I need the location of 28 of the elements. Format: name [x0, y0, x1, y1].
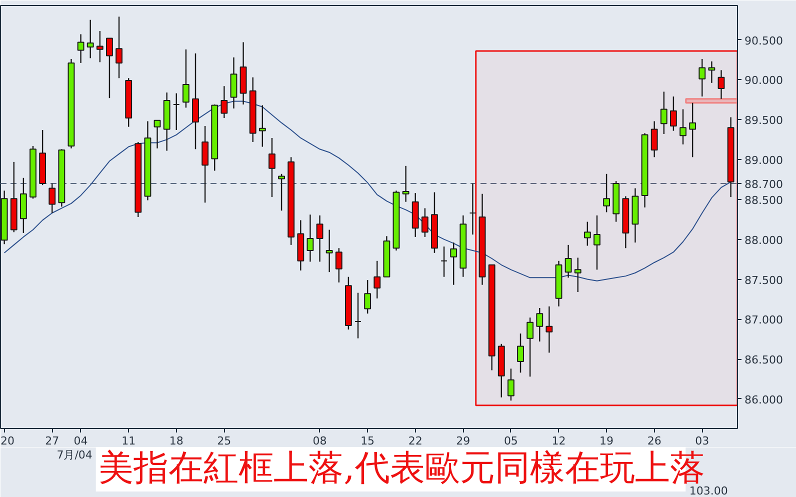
x-tick-label: 27: [45, 434, 60, 448]
y-tick-label: 89.000: [744, 154, 783, 168]
x-tick-label: 11: [122, 434, 136, 448]
x-tick-label: 08: [312, 434, 327, 448]
text: 103.00: [689, 484, 728, 497]
y-tick-label: 90.500: [744, 34, 783, 48]
text: 7月/04: [56, 448, 92, 462]
x-tick-label: 04: [74, 434, 88, 448]
ref-line-label: 88.700: [744, 178, 783, 191]
x-tick-label: 03: [695, 434, 710, 448]
x-tick-label: 20: [0, 434, 14, 448]
y-tick-label: 86.500: [744, 354, 783, 367]
y-tick-label: 89.500: [744, 114, 783, 128]
x-tick-label: 26: [647, 434, 662, 448]
x-tick-label: 19: [600, 434, 614, 448]
y-tick-label: 90.000: [744, 74, 783, 88]
y-tick-label: 87.500: [744, 274, 783, 287]
x-tick-label: 25: [217, 434, 232, 448]
x-tick-label: 12: [552, 434, 566, 448]
x-tick-label: 22: [408, 434, 422, 448]
x-tick-label: 18: [169, 434, 184, 448]
y-tick-label: 87.000: [744, 314, 783, 327]
y-tick-label: 88.000: [744, 234, 783, 247]
x-tick-label: 05: [504, 434, 518, 448]
x-tick-label: 29: [456, 434, 470, 448]
y-tick-label: 88.500: [744, 194, 783, 207]
y-tick-label: 86.000: [744, 393, 783, 406]
x-tick-label: 15: [360, 434, 375, 448]
